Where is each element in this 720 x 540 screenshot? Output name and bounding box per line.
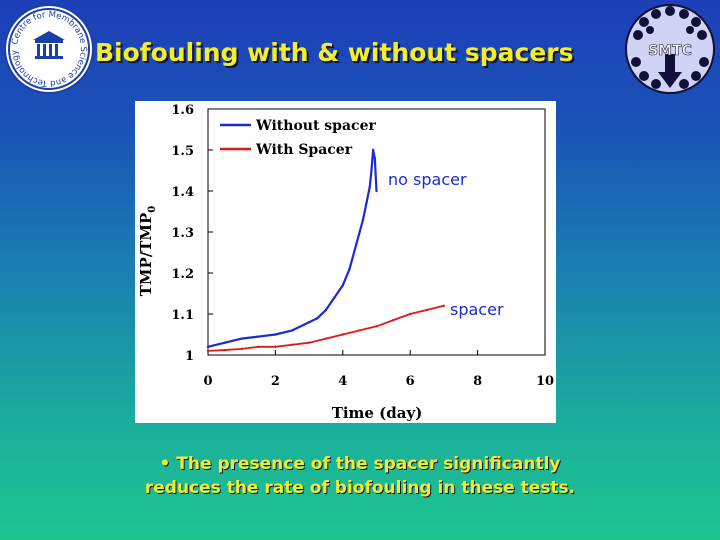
series-line-without-spacer: [207, 148, 378, 348]
series-line-with-spacer: [207, 304, 445, 352]
y-tick-label: 1.5: [171, 144, 194, 159]
annotation-spacer: spacer: [450, 300, 504, 319]
smtc-logo-graphic: SMTC: [625, 4, 715, 94]
series-point: [368, 185, 371, 189]
series-point: [371, 148, 375, 152]
axis-ticks: 0 2 4 6 8 10 1 1.1 1.2 1.3 1.4 1.5 1.6: [171, 103, 554, 389]
series-point: [355, 243, 358, 246]
series-point: [291, 329, 294, 332]
series-point: [274, 333, 277, 336]
series-point: [307, 321, 311, 324]
series-point: [425, 308, 429, 312]
slide-title: Biofouling with & without spacers: [95, 38, 574, 67]
series-point: [370, 169, 373, 172]
series-point: [206, 349, 210, 353]
x-axis-title: Time (day): [332, 404, 423, 422]
series-point: [324, 308, 328, 312]
y-tick-label: 1.1: [171, 308, 194, 323]
x-tick-label: 8: [473, 374, 482, 389]
series-point: [358, 329, 361, 332]
series-point: [240, 337, 243, 340]
slide-caption: • The presence of the spacer significant…: [95, 452, 625, 500]
series-point: [240, 347, 243, 351]
y-tick-label: 1.3: [171, 226, 194, 241]
smtc-label: SMTC: [648, 43, 692, 59]
series-point: [358, 230, 361, 234]
membrane-centre-logo: Centre for Membrane Science and Technolo…: [4, 4, 94, 94]
annotation-no-spacer: no spacer: [388, 170, 467, 189]
series-point: [324, 337, 328, 340]
series-point: [316, 316, 319, 320]
series-point: [274, 345, 277, 348]
y-tick-label: 1.4: [171, 185, 194, 200]
series-point: [223, 348, 227, 352]
x-tick-label: 2: [271, 374, 280, 389]
y-axis-title: TMP/TMP0: [137, 206, 158, 297]
series-point: [365, 202, 368, 205]
legend-label: With Spacer: [255, 142, 353, 158]
x-tick-label: 10: [536, 374, 554, 389]
smtc-logo: SMTC: [622, 2, 718, 96]
tmp-chart: 0 2 4 6 8 10 1 1.1 1.2 1.3 1.4 1.5 1.6 Without space…: [137, 103, 554, 422]
y-axis-title-main: TMP/TMP: [137, 213, 155, 297]
series-point: [442, 304, 446, 307]
series-point: [375, 325, 378, 328]
series-point: [348, 267, 351, 271]
x-tick-label: 6: [406, 374, 415, 389]
series-point: [409, 312, 412, 316]
series-point: [291, 343, 294, 346]
series-point: [333, 296, 336, 299]
x-tick-label: 4: [338, 374, 347, 389]
series-point: [206, 345, 210, 348]
series-point: [257, 335, 260, 338]
caption-line-2: reduces the rate of biofouling in these …: [144, 478, 576, 498]
series-point: [373, 157, 377, 160]
series-point: [341, 284, 344, 287]
series-layer: [206, 148, 446, 353]
y-tick-label: 1.2: [171, 267, 194, 282]
x-tick-label: 0: [203, 374, 212, 389]
series-point: [307, 341, 311, 344]
y-tick-label: 1: [185, 349, 194, 364]
series-point: [375, 189, 378, 193]
membrane-centre-logo-graphic: Centre for Membrane Science and Technolo…: [8, 8, 90, 90]
y-axis-title-subscript: 0: [147, 206, 158, 213]
caption-line-1: • The presence of the spacer significant…: [159, 454, 561, 474]
series-point: [392, 318, 395, 322]
series-point: [341, 333, 344, 336]
legend: Without spacer With Spacer: [220, 118, 376, 158]
series-point: [361, 218, 365, 221]
chart-panel: 0 2 4 6 8 10 1 1.1 1.2 1.3 1.4 1.5 1.6 Without space…: [135, 101, 556, 423]
series-point: [257, 345, 260, 348]
legend-label: Without spacer: [255, 118, 376, 134]
series-point: [223, 341, 227, 344]
y-tick-label: 1.6: [171, 103, 194, 118]
